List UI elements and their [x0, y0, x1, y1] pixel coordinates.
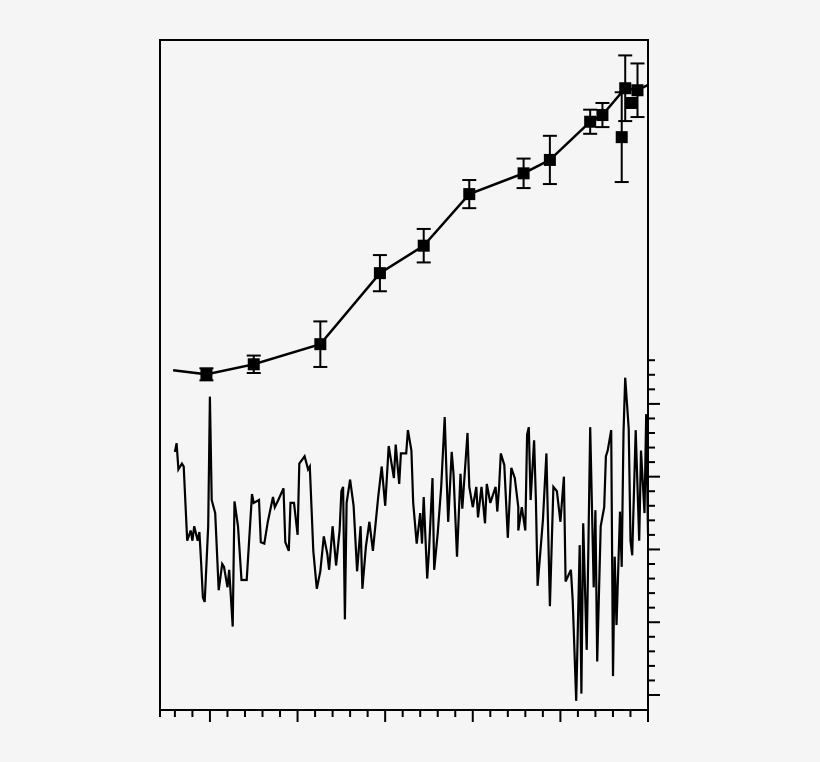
data-point-marker — [615, 131, 628, 144]
data-point-marker — [596, 109, 609, 122]
data-point-marker — [373, 267, 386, 280]
lower-series-line — [173, 377, 650, 701]
data-point-marker — [584, 115, 597, 128]
data-point-marker — [417, 239, 430, 252]
data-point-marker — [463, 188, 476, 201]
right-y-axis-ticks — [648, 359, 660, 697]
data-point-marker — [517, 167, 530, 180]
data-point-marker — [631, 84, 644, 97]
upper-series — [172, 54, 649, 382]
lower-series — [173, 377, 650, 701]
data-point-marker — [619, 82, 632, 95]
x-axis-ticks — [159, 710, 649, 722]
data-point-marker — [543, 153, 556, 166]
data-point-marker — [624, 96, 637, 109]
upper-series-line — [172, 83, 649, 376]
data-point-marker — [314, 338, 327, 351]
data-point-marker — [247, 358, 260, 371]
data-point-marker — [200, 368, 213, 381]
